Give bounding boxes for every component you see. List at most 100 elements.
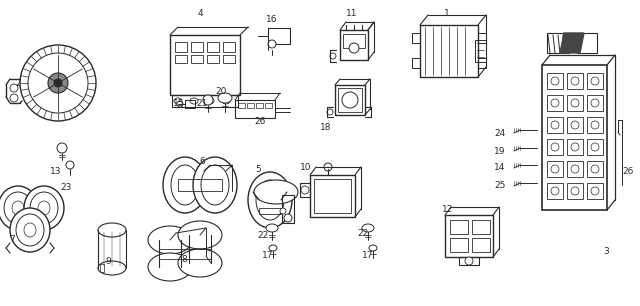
Text: 19: 19 <box>494 147 506 155</box>
Ellipse shape <box>174 98 182 104</box>
Ellipse shape <box>269 245 277 251</box>
Ellipse shape <box>98 261 126 275</box>
Ellipse shape <box>551 99 559 107</box>
Bar <box>547 139 563 155</box>
Ellipse shape <box>284 214 292 222</box>
Bar <box>172 95 238 107</box>
Bar <box>478 58 486 68</box>
Bar <box>475 40 486 62</box>
Bar <box>282 195 294 223</box>
Text: 15: 15 <box>173 99 185 109</box>
Ellipse shape <box>324 163 332 171</box>
Ellipse shape <box>218 93 232 103</box>
Bar <box>238 103 245 108</box>
Bar <box>247 103 254 108</box>
Text: 11: 11 <box>346 9 358 18</box>
Ellipse shape <box>148 226 192 254</box>
Bar <box>223 42 235 52</box>
Ellipse shape <box>38 201 50 215</box>
Text: 23: 23 <box>60 184 72 192</box>
Ellipse shape <box>203 95 213 105</box>
Ellipse shape <box>163 157 207 213</box>
Bar <box>256 103 263 108</box>
Polygon shape <box>560 33 584 53</box>
Ellipse shape <box>369 245 377 251</box>
Text: 20: 20 <box>215 88 227 96</box>
Ellipse shape <box>177 101 183 107</box>
Bar <box>268 28 290 44</box>
Bar <box>567 117 583 133</box>
Ellipse shape <box>465 257 473 265</box>
Text: 1: 1 <box>444 9 450 18</box>
Ellipse shape <box>171 165 199 205</box>
Bar <box>567 95 583 111</box>
Bar <box>235 100 275 118</box>
Bar <box>207 42 219 52</box>
Ellipse shape <box>551 187 559 195</box>
Ellipse shape <box>301 186 309 194</box>
Bar <box>472 238 490 252</box>
Bar <box>338 88 362 112</box>
Bar <box>412 58 420 68</box>
Text: 8: 8 <box>181 256 187 264</box>
Ellipse shape <box>190 98 198 104</box>
Ellipse shape <box>48 73 68 93</box>
Text: 6: 6 <box>199 158 205 166</box>
Ellipse shape <box>591 165 599 173</box>
Ellipse shape <box>256 180 284 220</box>
Ellipse shape <box>20 45 96 121</box>
Bar <box>300 183 310 197</box>
Ellipse shape <box>206 98 214 104</box>
Bar <box>175 42 187 52</box>
Bar <box>207 55 219 63</box>
Ellipse shape <box>268 40 276 48</box>
Ellipse shape <box>148 253 192 281</box>
Ellipse shape <box>98 223 126 237</box>
Ellipse shape <box>28 53 88 113</box>
Bar <box>178 179 222 191</box>
Bar <box>314 179 351 213</box>
Ellipse shape <box>551 77 559 85</box>
Ellipse shape <box>266 224 278 232</box>
Ellipse shape <box>327 109 333 115</box>
Ellipse shape <box>222 98 230 104</box>
Bar <box>547 33 569 53</box>
Ellipse shape <box>349 43 359 53</box>
Bar <box>450 238 468 252</box>
Ellipse shape <box>12 201 24 215</box>
Text: 16: 16 <box>266 16 278 24</box>
Bar <box>343 34 365 48</box>
Text: 17: 17 <box>362 251 374 259</box>
Bar <box>175 55 187 63</box>
Bar <box>587 183 603 199</box>
Bar <box>478 33 486 43</box>
Text: 25: 25 <box>494 181 506 189</box>
Ellipse shape <box>551 121 559 129</box>
Bar <box>170 35 240 95</box>
Ellipse shape <box>178 221 222 249</box>
Bar <box>340 30 368 60</box>
Ellipse shape <box>551 165 559 173</box>
Ellipse shape <box>571 121 579 129</box>
Ellipse shape <box>342 92 358 108</box>
Ellipse shape <box>201 165 229 205</box>
Bar <box>547 117 563 133</box>
Text: 4: 4 <box>197 9 203 18</box>
Ellipse shape <box>24 186 64 230</box>
Ellipse shape <box>248 172 292 228</box>
Text: 22: 22 <box>357 229 369 237</box>
Bar <box>100 264 104 272</box>
Ellipse shape <box>571 187 579 195</box>
Bar <box>547 161 563 177</box>
Bar <box>223 55 235 63</box>
Ellipse shape <box>591 121 599 129</box>
Ellipse shape <box>10 94 18 102</box>
Bar <box>445 215 493 257</box>
Ellipse shape <box>54 79 62 87</box>
Bar <box>310 175 355 217</box>
Ellipse shape <box>16 214 44 246</box>
Bar <box>420 25 478 77</box>
Ellipse shape <box>571 165 579 173</box>
Bar <box>547 183 563 199</box>
Text: 17: 17 <box>262 252 274 260</box>
